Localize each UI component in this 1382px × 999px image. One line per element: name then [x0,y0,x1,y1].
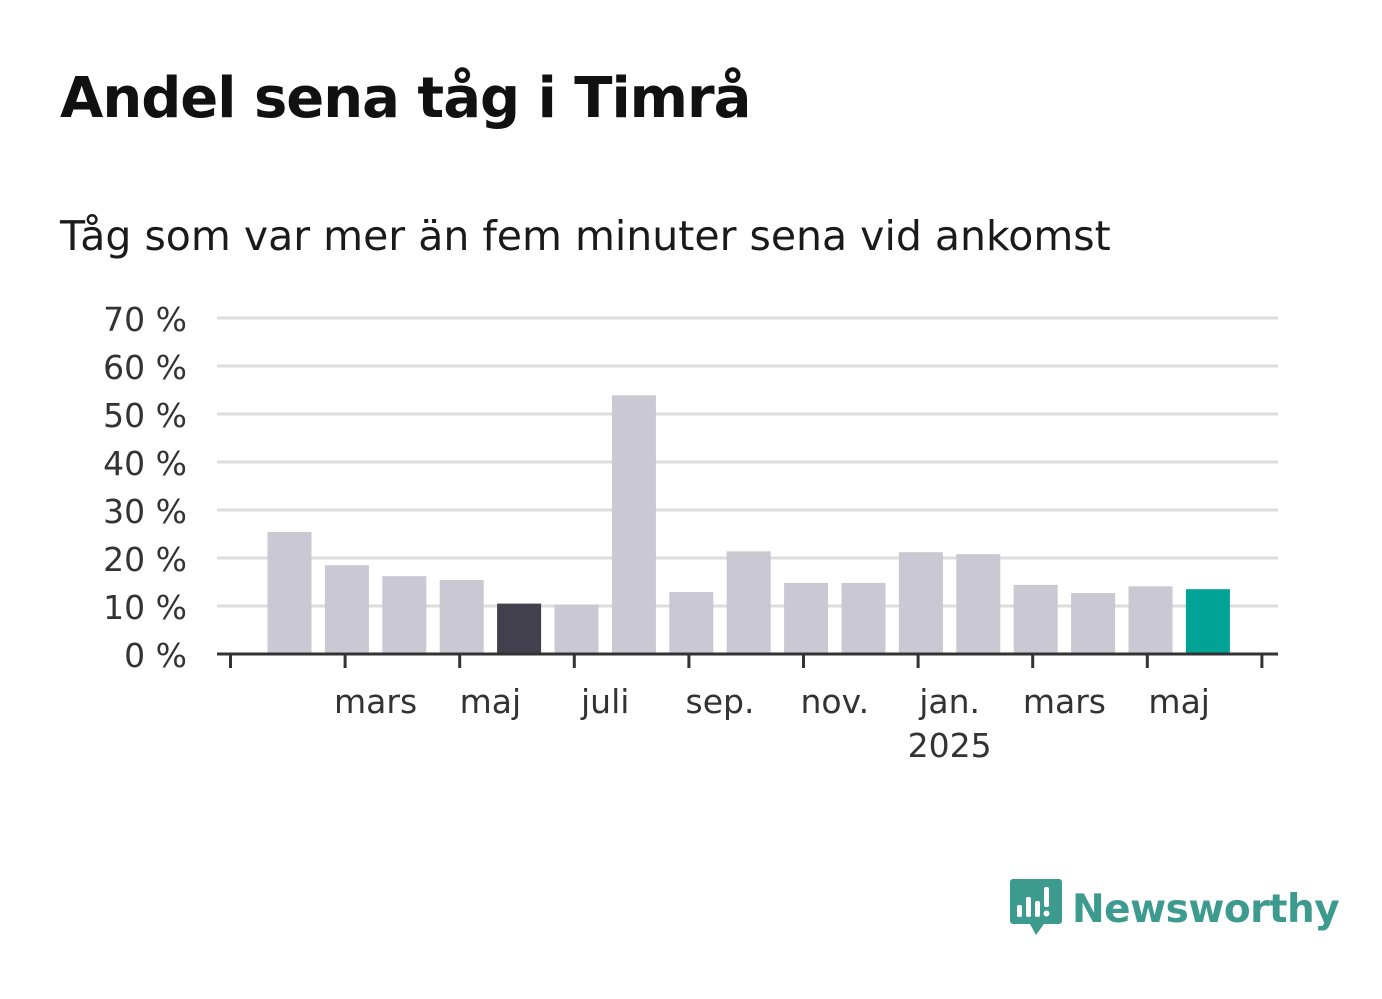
y-axis-tick-labels: 0 % 10 % 20 % 30 % 40 % 50 % 60 % 70 % [103,300,187,675]
bar-4 [439,580,484,654]
bar-17 [1185,589,1230,654]
bar-2 [324,565,369,654]
bar-10 [784,582,829,654]
bar-9 [726,551,771,654]
bar-5 [497,603,542,654]
x-tick-label: nov. [801,682,870,721]
bar-14 [1013,584,1058,654]
y-tick-label: 0 % [124,636,187,675]
x-tick-label: maj [460,682,522,721]
bar-6 [554,604,599,654]
bar-12 [898,552,943,654]
y-tick-label: 10 % [103,588,187,627]
brand-name: Newsworthy [1072,886,1340,932]
newsworthy-logo-icon [1010,879,1062,935]
y-tick-label: 40 % [103,444,187,483]
x-tick-sublabel: 2025 [908,726,992,765]
bar-8 [669,592,714,654]
y-tick-label: 50 % [103,396,187,435]
y-tick-label: 60 % [103,348,187,387]
x-tick-label: mars [1023,682,1106,721]
bar-3 [382,576,427,654]
bar-16 [1128,586,1173,654]
bars [267,395,1230,654]
brand-logo: Newsworthy [1010,876,1340,942]
x-tick-label: maj [1148,682,1210,721]
y-tick-label: 20 % [103,540,187,579]
chart-subtitle: Tåg som var mer än fem minuter sena vid … [60,212,1111,260]
bar-15 [1071,593,1116,654]
y-tick-label: 30 % [103,492,187,531]
x-tick-label: mars [334,682,417,721]
x-axis: mars maj juli sep. nov. jan. 2025 mars maj [217,652,1278,765]
x-tick-label: juli [580,682,629,721]
chart-title: Andel sena tåg i Timrå [60,66,751,131]
bar-7 [611,395,656,654]
x-tick-label: jan. [918,682,980,721]
bar-1 [267,532,312,654]
y-tick-label: 70 % [103,300,187,339]
x-tick-label: sep. [686,682,755,721]
bar-13 [956,554,1001,654]
bar-11 [841,582,886,654]
